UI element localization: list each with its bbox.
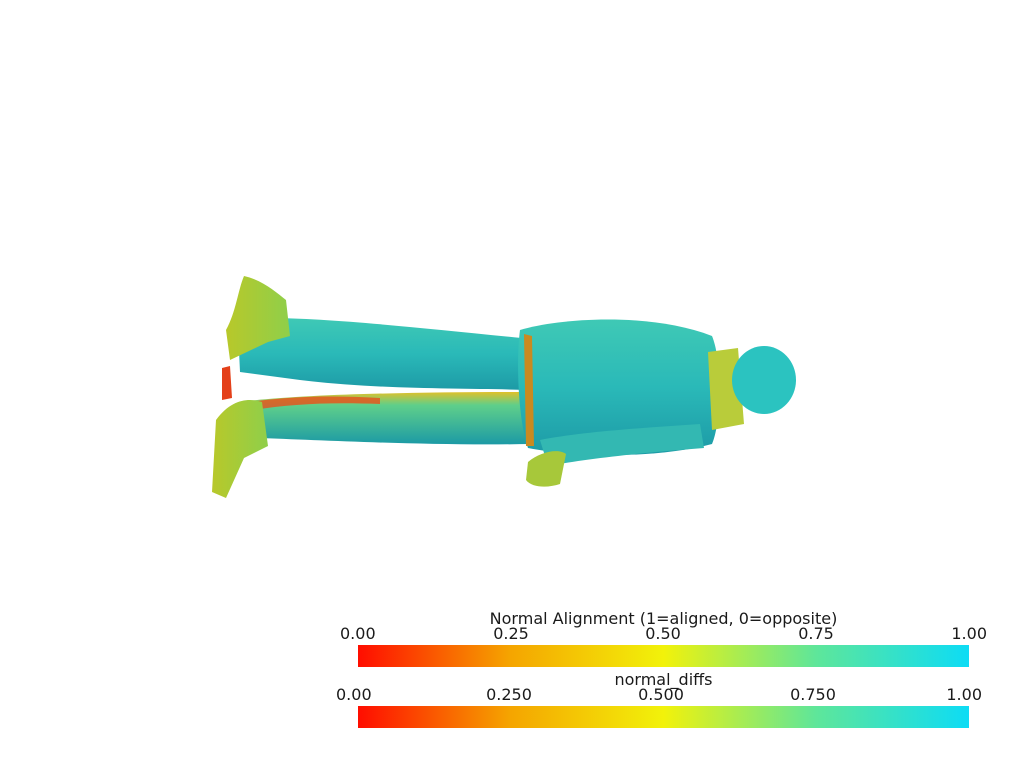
lower-boot-mesh	[212, 399, 268, 498]
colorbar-2-tick-1: 0.250	[486, 685, 532, 704]
upper-boot-mesh	[226, 276, 290, 360]
colorbar-2-gradient	[358, 706, 969, 728]
leg-hotspot	[250, 396, 380, 410]
colorbar-1-tick-0: 0.00	[340, 624, 376, 643]
colorbar-1-tick-4: 1.00	[951, 624, 987, 643]
colorbar-1-tick-2: 0.50	[645, 624, 681, 643]
colorbar-2-title: normal_diffs	[614, 670, 713, 689]
colorbar-1-gradient	[358, 645, 969, 667]
lower-leg-mesh	[236, 392, 530, 445]
belt-line	[524, 334, 534, 446]
colorbar-1-tick-3: 0.75	[798, 624, 834, 643]
colorbar-2-tick-0: 0.00	[336, 685, 372, 704]
human-figure-mesh[interactable]	[212, 276, 796, 498]
colorbar-2-tick-4: 1.00	[946, 685, 982, 704]
torso-mesh	[518, 319, 720, 456]
colorbar-1-title: Normal Alignment (1=aligned, 0=opposite)	[489, 609, 838, 628]
colorbar-1-tick-1: 0.25	[493, 624, 529, 643]
boot-hotspot	[222, 366, 232, 400]
hand-mesh	[526, 451, 566, 487]
arm-mesh	[540, 424, 704, 466]
head-mesh	[732, 346, 796, 414]
colorbar-2-tick-2: 0.500	[638, 685, 684, 704]
upper-leg-mesh	[238, 318, 528, 390]
colorbar-2-tick-3: 0.750	[790, 685, 836, 704]
